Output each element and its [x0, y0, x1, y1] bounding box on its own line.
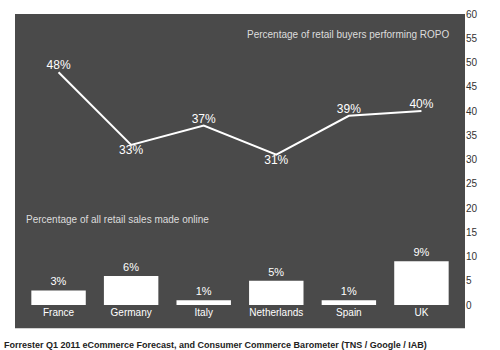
svg-text:20: 20 [466, 203, 478, 214]
svg-text:48%: 48% [47, 58, 71, 72]
svg-text:Germany: Germany [111, 307, 152, 318]
svg-text:50: 50 [466, 57, 478, 68]
svg-text:45: 45 [466, 81, 478, 92]
svg-text:Spain: Spain [336, 307, 362, 318]
svg-text:Italy: Italy [195, 307, 213, 318]
svg-text:5%: 5% [268, 266, 284, 278]
svg-text:35: 35 [466, 130, 478, 141]
svg-text:6%: 6% [123, 261, 139, 273]
svg-text:1%: 1% [196, 285, 212, 297]
svg-text:3%: 3% [50, 275, 66, 287]
svg-text:37%: 37% [192, 112, 216, 126]
svg-text:15: 15 [466, 227, 478, 238]
svg-text:25: 25 [466, 178, 478, 189]
svg-text:31%: 31% [264, 153, 288, 167]
svg-text:30: 30 [466, 154, 478, 165]
svg-text:40: 40 [466, 106, 478, 117]
svg-text:5: 5 [466, 275, 472, 286]
svg-text:40%: 40% [409, 97, 433, 111]
svg-text:UK: UK [414, 307, 428, 318]
svg-text:33%: 33% [119, 143, 143, 157]
svg-text:Netherlands: Netherlands [249, 307, 303, 318]
svg-text:1%: 1% [341, 285, 357, 297]
svg-text:60: 60 [466, 9, 478, 20]
svg-text:0: 0 [466, 300, 472, 311]
svg-text:Percentage of all retail sales: Percentage of all retail sales made onli… [26, 214, 209, 225]
svg-text:Forrester Q1 2011 eCommerce Fo: Forrester Q1 2011 eCommerce Forecast, an… [4, 340, 427, 350]
svg-text:Percentage of retail buyers pe: Percentage of retail buyers performing R… [247, 29, 450, 40]
svg-text:10: 10 [466, 251, 478, 262]
svg-text:39%: 39% [337, 102, 361, 116]
svg-text:France: France [43, 307, 75, 318]
svg-text:55: 55 [466, 33, 478, 44]
svg-text:9%: 9% [413, 246, 429, 258]
